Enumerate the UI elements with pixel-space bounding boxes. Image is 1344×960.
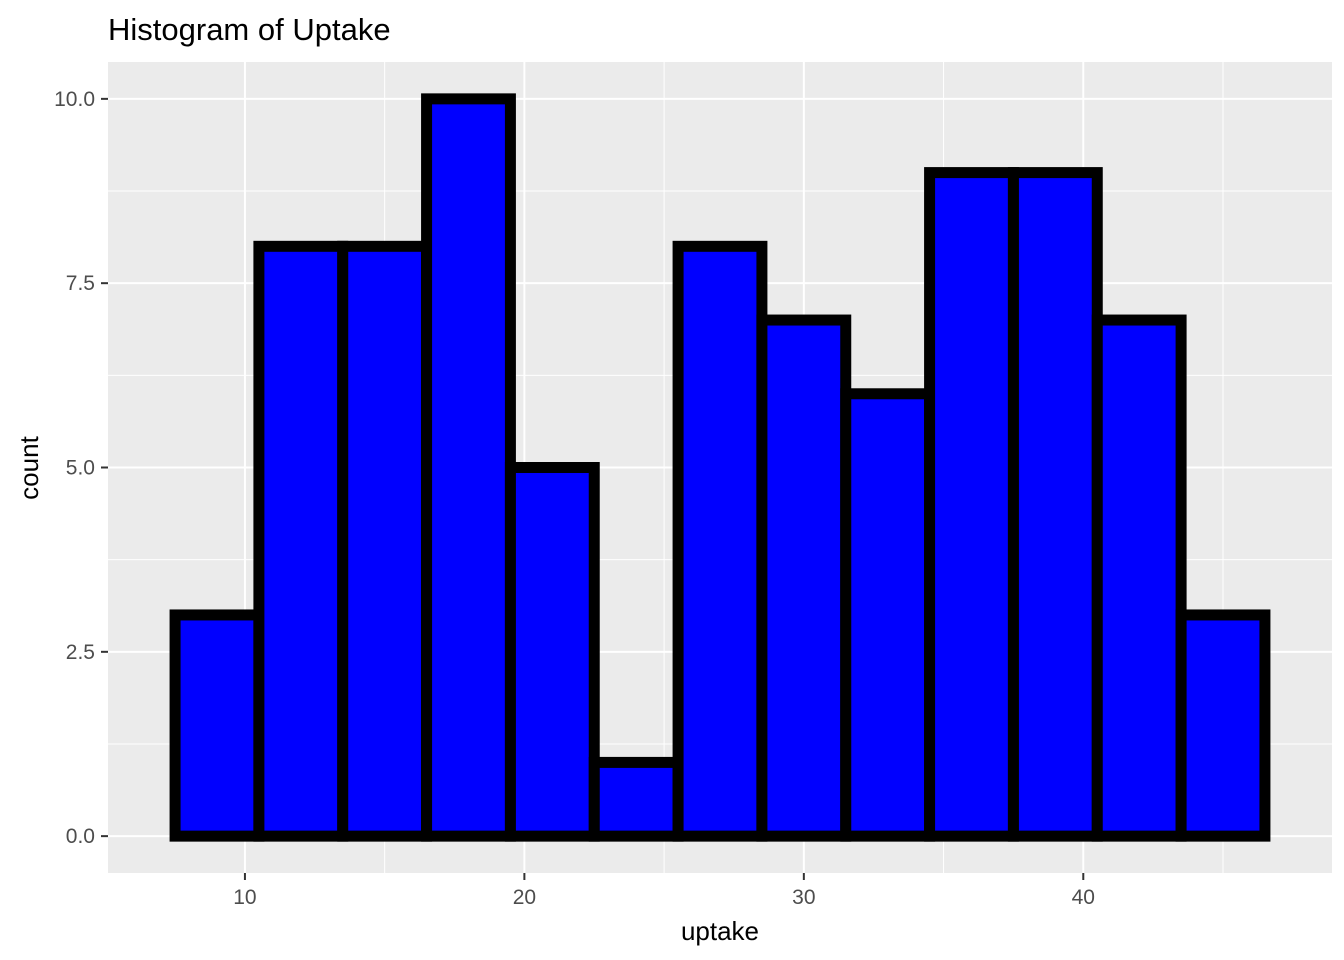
- x-tick-label: 10: [233, 886, 256, 909]
- histogram-bar: [924, 167, 1019, 842]
- y-axis-title: count: [14, 435, 44, 499]
- histogram-bar: [588, 756, 684, 842]
- histogram-bar: [1007, 167, 1103, 842]
- histogram-bar: [169, 609, 265, 842]
- x-axis-tick-labels: 10 20 30 40: [233, 886, 1095, 909]
- y-tick-label: 10.0: [54, 88, 95, 111]
- histogram-bar: [756, 314, 852, 842]
- y-axis-ticks: [101, 97, 108, 838]
- y-tick-label: 7.5: [66, 272, 95, 295]
- x-tick-label: 20: [513, 886, 536, 909]
- histogram-bar: [421, 93, 516, 842]
- histogram-bar: [253, 240, 349, 842]
- histogram-bar: [504, 462, 600, 842]
- histogram-bar: [840, 388, 936, 842]
- chart-title: Histogram of Uptake: [108, 12, 391, 47]
- y-tick-label: 2.5: [66, 641, 95, 664]
- histogram-bar: [1091, 314, 1187, 842]
- x-axis-title: uptake: [681, 916, 759, 946]
- x-tick-label: 30: [792, 886, 815, 909]
- x-axis-ticks: [243, 873, 1085, 880]
- histogram-bar: [672, 240, 768, 842]
- x-tick-label: 40: [1072, 886, 1095, 909]
- histogram-bar: [337, 240, 433, 842]
- histogram-bar: [1175, 609, 1271, 842]
- y-tick-label: 0.0: [66, 825, 95, 848]
- y-axis-tick-labels: 0.0 2.5 5.0 7.5 10.0: [54, 88, 95, 848]
- histogram-bars: [169, 93, 1271, 842]
- y-tick-label: 5.0: [66, 457, 95, 480]
